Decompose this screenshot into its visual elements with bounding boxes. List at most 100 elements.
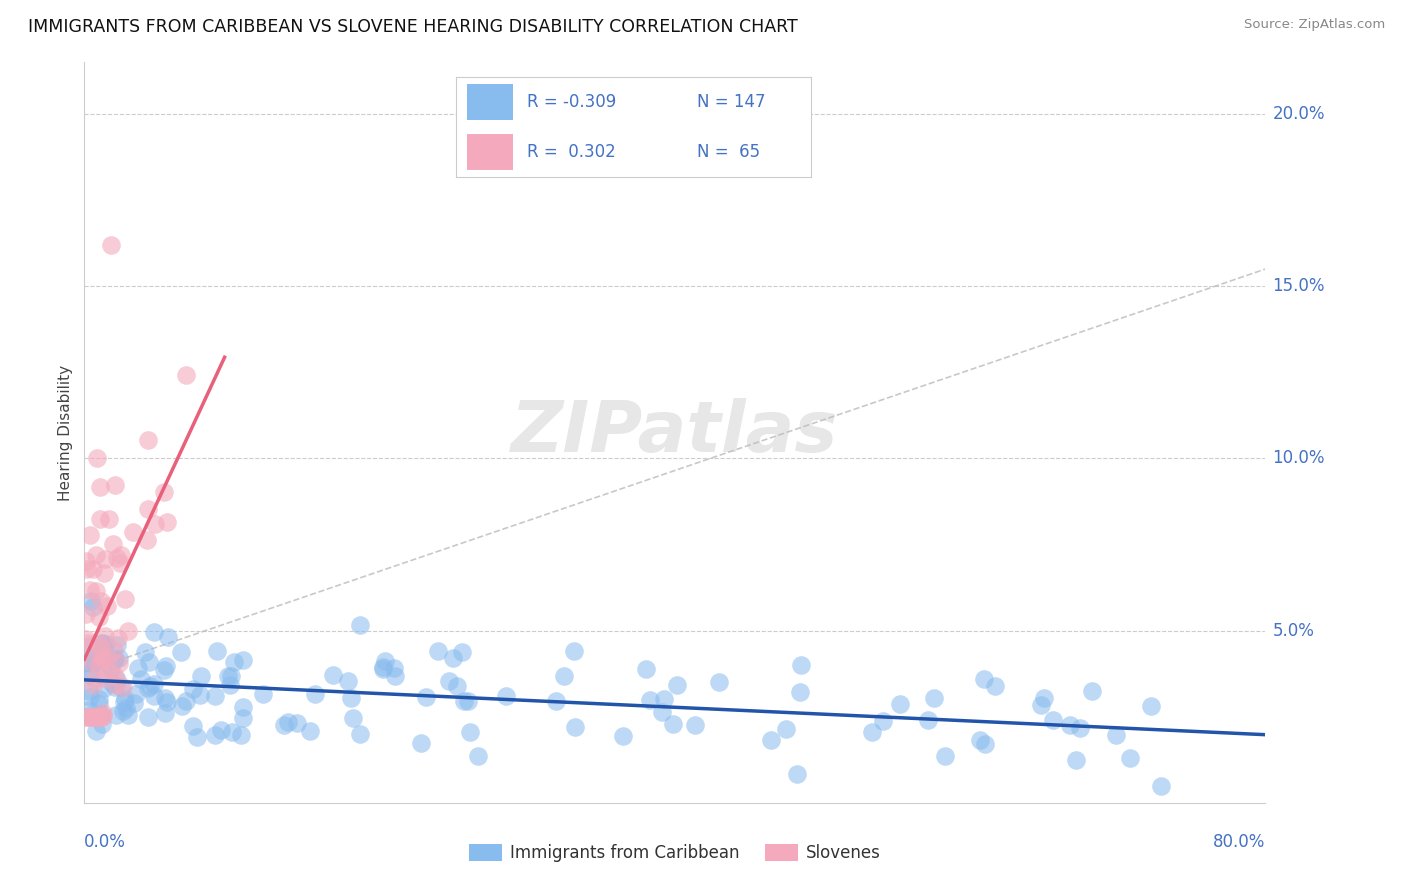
Point [789,685,811,699]
Point [1150,779,1173,793]
Point [872,714,894,729]
Point [169,645,191,659]
Point [79,668,101,682]
Point [204,689,226,703]
Point [80,709,103,723]
Point [299,724,322,739]
Point [84,723,107,738]
Point [1119,751,1142,765]
Point [83,709,105,723]
Point [138,656,160,670]
Point [80,594,103,608]
Point [91,708,114,723]
Point [457,694,479,708]
Point [89,647,111,661]
Point [93,640,115,655]
Text: IMMIGRANTS FROM CARIBBEAN VS SLOVENE HEARING DISABILITY CORRELATION CHART: IMMIGRANTS FROM CARIBBEAN VS SLOVENE HEA… [28,18,797,36]
Point [94,551,117,566]
Point [145,517,167,532]
Point [759,733,782,747]
Point [75,554,97,568]
Point [77,639,100,653]
Point [89,512,111,526]
Point [79,527,101,541]
Point [460,725,482,739]
Point [786,767,808,781]
Point [209,723,232,737]
Point [222,656,245,670]
Point [86,709,108,723]
Point [82,678,104,692]
Point [136,502,159,516]
Point [87,641,110,656]
Point [564,720,586,734]
Point [134,645,156,659]
Point [349,727,371,741]
Text: 10.0%: 10.0% [1272,450,1324,467]
Point [86,709,108,723]
Point [143,676,166,690]
Text: 0.0%: 0.0% [84,833,127,851]
Point [93,566,115,580]
Point [94,629,117,643]
Point [77,708,100,723]
Point [441,651,464,665]
Point [97,512,120,526]
Point [87,610,110,624]
Point [108,651,131,665]
Text: 20.0%: 20.0% [1272,105,1324,123]
Point [82,562,104,576]
Point [86,451,108,466]
Point [917,713,939,727]
Point [77,703,100,717]
Point [103,653,125,667]
Point [117,707,139,722]
Text: 80.0%: 80.0% [1213,833,1265,851]
Point [142,624,165,639]
Point [666,678,689,692]
Point [101,537,124,551]
Point [117,624,139,639]
Point [374,653,396,667]
Point [103,669,125,683]
Point [322,667,344,681]
Point [94,637,117,651]
Point [77,636,100,650]
Point [232,653,254,667]
Point [115,701,138,715]
Point [553,668,575,682]
Point [453,693,475,707]
Point [382,660,405,674]
Point [112,705,135,719]
Point [80,656,103,670]
Point [93,681,115,695]
Point [546,693,568,707]
Point [86,548,108,562]
Point [427,644,450,658]
Point [75,709,97,723]
Point [683,717,706,731]
Point [638,693,661,707]
Point [103,643,125,657]
Point [156,515,179,529]
Point [157,630,180,644]
Point [232,699,254,714]
Point [93,653,115,667]
Point [176,693,198,707]
Point [273,717,295,731]
Point [1105,728,1128,742]
Point [91,653,114,667]
Point [76,562,98,576]
Point [1069,721,1091,735]
Point [969,733,991,747]
Point [186,731,208,745]
Point [371,660,394,674]
Point [91,717,114,731]
Point [112,681,135,695]
Point [277,714,299,729]
Point [232,711,254,725]
Point [1033,691,1056,706]
Point [121,525,143,540]
Text: 5.0%: 5.0% [1272,622,1315,640]
Point [112,695,135,709]
